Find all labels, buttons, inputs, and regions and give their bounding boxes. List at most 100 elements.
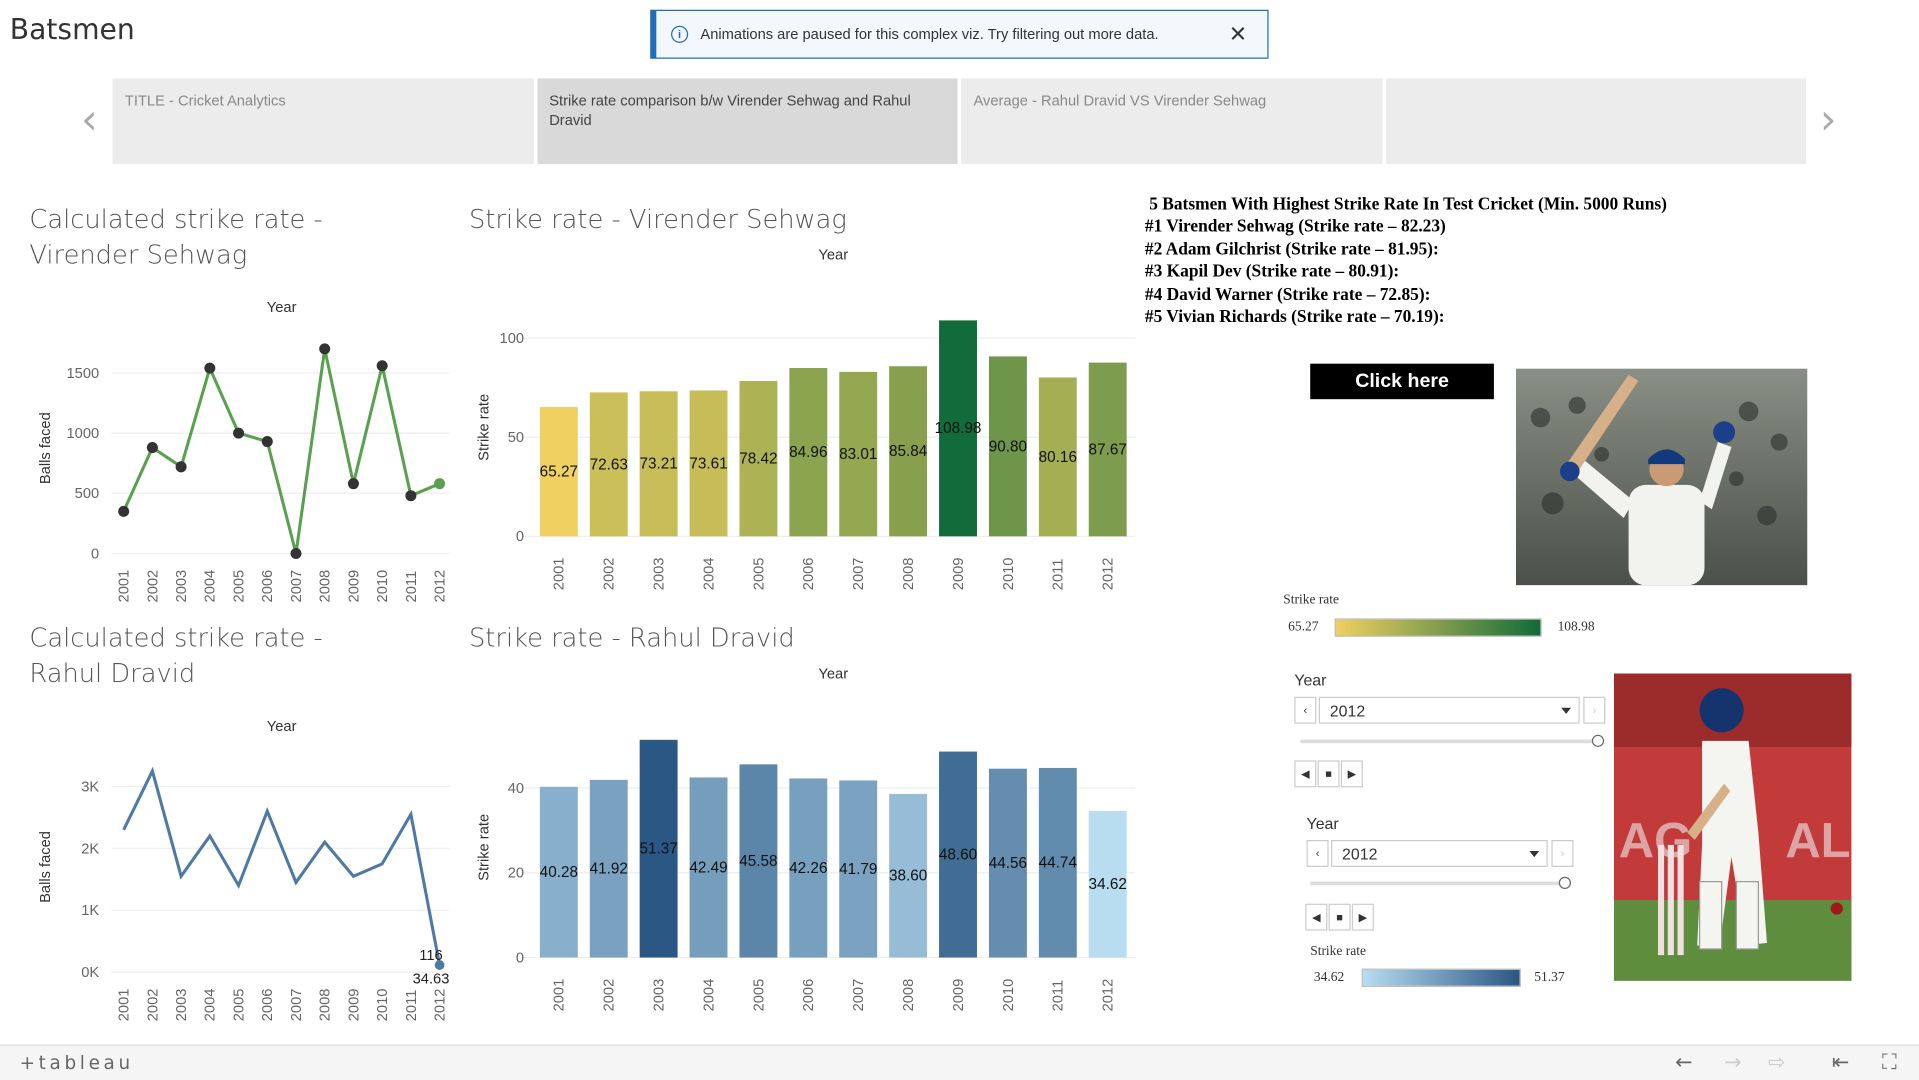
filter-dravid-slider-handle[interactable] <box>1558 876 1572 889</box>
x-tick-label: 2008 <box>901 558 917 591</box>
x-tick-label: 2008 <box>318 570 334 603</box>
x-tick-label: 2005 <box>231 989 247 1022</box>
info-icon: i <box>671 25 689 43</box>
x-tick-label: 2006 <box>801 979 817 1012</box>
filter-sehwag-value: 2012 <box>1329 701 1366 720</box>
bar <box>639 739 678 958</box>
filter-sehwag-label: Year <box>1294 671 1327 690</box>
filter-dravid-select[interactable]: 2012 <box>1331 840 1548 867</box>
filter-sehwag-slider-handle[interactable] <box>1591 734 1605 747</box>
story-point-empty[interactable] <box>1385 78 1807 165</box>
y-tick-label: 3K <box>81 779 99 795</box>
bar <box>1038 767 1077 958</box>
bottom-toolbar <box>0 1044 1919 1080</box>
bar <box>789 367 828 537</box>
filter-dravid-prev-button[interactable]: ‹ <box>1306 840 1329 867</box>
filter-dravid-next-button[interactable]: › <box>1551 840 1574 867</box>
x-tick-label: 2003 <box>174 570 190 603</box>
toast-message: Animations are paused for this complex v… <box>700 25 1159 43</box>
x-tick-label: 2002 <box>145 570 161 603</box>
x-tick-label: 2010 <box>375 570 391 603</box>
bar <box>1088 810 1127 958</box>
data-label: 65.27 <box>540 464 578 481</box>
stop-button[interactable]: ■ <box>1317 760 1340 788</box>
reset-icon[interactable]: ⇤ <box>1831 1050 1850 1076</box>
batsman-line-3: #3 Kapil Dev (Strike rate – 80.91): <box>1144 262 1400 282</box>
data-label: 42.26 <box>789 860 827 877</box>
click-here-button[interactable]: Click here <box>1310 363 1494 400</box>
y-tick-label: 20 <box>508 866 524 882</box>
svg-text:AL: AL <box>1785 814 1850 868</box>
series-line <box>122 766 442 966</box>
revert-icon[interactable]: ⇨ <box>1768 1050 1786 1076</box>
data-label: 80.16 <box>1039 449 1077 466</box>
data-point <box>261 436 273 448</box>
story-point-strike-rate[interactable]: Strike rate comparison b/w Virender Sehw… <box>536 78 958 165</box>
y-axis-title: Balls faced <box>38 831 54 903</box>
data-label: 90.80 <box>989 438 1027 455</box>
bar <box>589 392 628 537</box>
bar <box>739 764 778 958</box>
x-tick-label: 2006 <box>260 570 276 603</box>
x-tick-label: 2008 <box>901 979 917 1012</box>
bar <box>789 778 828 958</box>
y-tick-label: 40 <box>508 781 524 797</box>
data-point <box>434 478 446 490</box>
data-label: 72.63 <box>590 456 628 473</box>
legend-dravid-title: Strike rate <box>1310 944 1366 959</box>
bar <box>889 793 928 958</box>
close-icon[interactable]: ✕ <box>1228 21 1248 46</box>
x-tick-label: 2012 <box>432 989 448 1022</box>
data-point <box>347 478 359 490</box>
redo-icon[interactable]: → <box>1724 1050 1742 1076</box>
data-label: 73.21 <box>639 456 677 473</box>
x-tick-label: 2009 <box>346 570 362 603</box>
chevron-left-icon[interactable]: ‹ <box>81 95 98 145</box>
x-axis-title: Year <box>267 300 297 316</box>
batsman-line-1: #1 Virender Sehwag (Strike rate – 82.23) <box>1144 217 1446 237</box>
filter-sehwag-slider-track[interactable] <box>1300 739 1598 744</box>
dravid-photo: AG AL <box>1613 673 1852 981</box>
story-point-title[interactable]: TITLE - Cricket Analytics <box>112 78 534 165</box>
x-tick-label: 2007 <box>851 558 867 591</box>
data-label: 108.98 <box>935 420 982 437</box>
tableau-logo[interactable]: +tableau <box>19 1051 134 1074</box>
filter-sehwag-select[interactable]: 2012 <box>1318 696 1580 724</box>
bar <box>1038 377 1077 537</box>
stop-button[interactable]: ■ <box>1328 903 1351 931</box>
x-tick-label: 2009 <box>346 989 362 1022</box>
filter-dravid-slider-track[interactable] <box>1310 881 1565 886</box>
play-forward-button[interactable]: ▶ <box>1340 760 1363 788</box>
x-tick-label: 2010 <box>375 989 391 1022</box>
data-point <box>146 442 158 454</box>
bar <box>988 768 1027 958</box>
bar <box>689 777 728 958</box>
data-label: 51.37 <box>639 841 677 858</box>
data-label: 44.56 <box>989 855 1027 872</box>
play-forward-button[interactable]: ▶ <box>1351 903 1374 931</box>
x-tick-label: 2011 <box>1051 980 1067 1012</box>
filter-sehwag-next-button[interactable]: › <box>1583 696 1606 724</box>
data-label: 42.49 <box>689 859 727 876</box>
dravid-line-title: Calculated strike rate - Rahul Dravid <box>29 623 323 689</box>
x-axis-title: Year <box>267 719 297 735</box>
play-back-button[interactable]: ◀ <box>1294 760 1317 788</box>
undo-icon[interactable]: ← <box>1675 1050 1693 1076</box>
sehwag-line-title: Calculated strike rate - Virender Sehwag <box>29 204 323 270</box>
story-point-average[interactable]: Average - Rahul Dravid VS Virender Sehwa… <box>961 78 1382 165</box>
play-back-button[interactable]: ◀ <box>1305 903 1328 931</box>
filter-sehwag-prev-button[interactable]: ‹ <box>1294 696 1317 724</box>
y-axis-title: Strike rate <box>477 814 493 881</box>
fullscreen-icon[interactable]: ⛶ <box>1882 1050 1897 1076</box>
sehwag-bar-chart: Year Strike rate 0 50 100 65.27 2001 72.63 2002 7… <box>477 248 1136 591</box>
data-point <box>434 960 445 970</box>
legend-dravid-min: 34.62 <box>1313 969 1345 985</box>
x-tick-label: 2012 <box>1101 558 1117 591</box>
sehwag-bar-title: Strike rate - Virender Sehwag <box>468 204 847 234</box>
bar <box>988 356 1027 537</box>
x-tick-label: 2011 <box>1051 559 1067 591</box>
chevron-right-icon[interactable]: › <box>1819 95 1837 145</box>
y-tick-label: 100 <box>500 331 525 347</box>
x-tick-label: 2004 <box>701 979 717 1012</box>
bar <box>539 407 578 537</box>
